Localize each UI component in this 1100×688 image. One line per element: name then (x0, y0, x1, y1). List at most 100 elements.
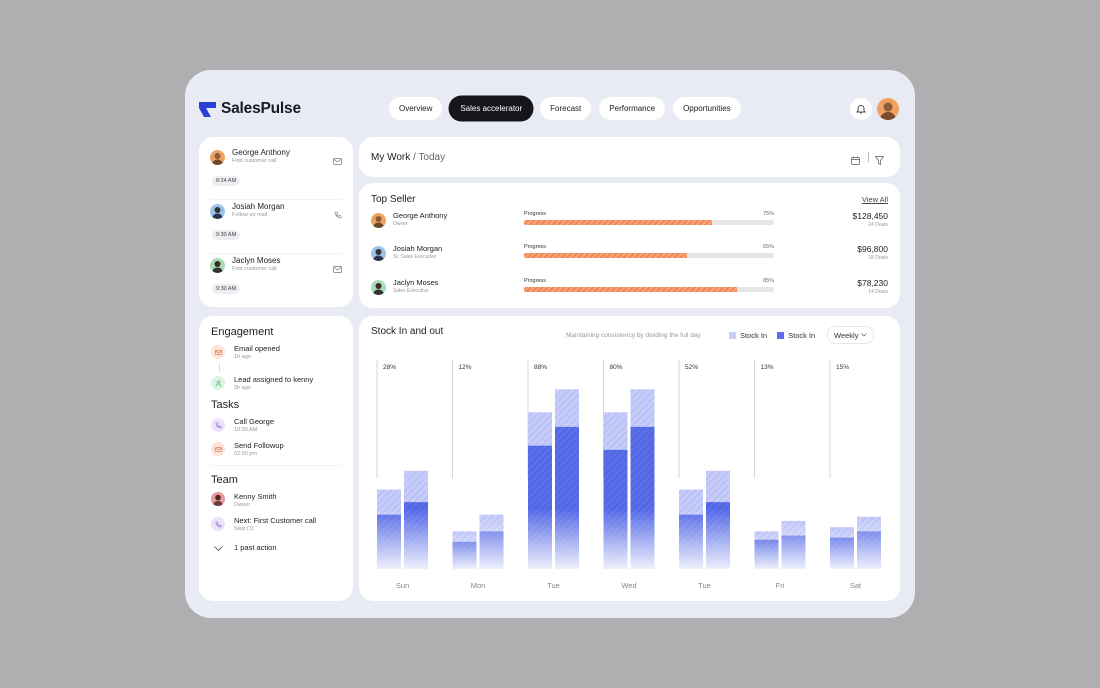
bar-fade (377, 509, 401, 569)
seller-name: Jaclyn Moses (393, 278, 439, 287)
progress-bar (524, 287, 774, 292)
calendar-icon[interactable] (851, 152, 860, 170)
breadcrumb-separator: / (410, 152, 419, 163)
mail-icon[interactable] (333, 152, 342, 170)
past-actions-toggle[interactable]: 1 past action (211, 540, 341, 555)
seller-deals: 18 Deals (868, 255, 888, 261)
progress-percent: 85% (763, 278, 775, 284)
phone-icon[interactable] (334, 206, 342, 224)
team-member[interactable]: Kenny Smith Owner (211, 492, 341, 508)
progress-label: Progress (524, 244, 547, 250)
activity-card: Engagement Email opened 1h ago Lead assig… (199, 316, 353, 601)
chevron-down-icon (211, 541, 225, 555)
bar-fade (679, 509, 703, 569)
user-avatar[interactable] (877, 98, 899, 120)
seller-role: Sr. Sales Executive (393, 254, 437, 260)
contact-name: Jaclyn Moses (232, 256, 281, 265)
contact-subtitle: First customer call (232, 158, 277, 164)
seller-amount: $96,800 (857, 244, 888, 254)
table-row[interactable]: Josiah Morgan Sr. Sales Executive Progre… (371, 244, 888, 272)
recent-calls-card: George Anthony First customer call 8:24 … (199, 137, 353, 307)
percent-label: 28% (383, 364, 396, 371)
stock-caption: Maintaining consistency by dividing the … (566, 332, 701, 339)
engagement-time: 3h ago (234, 385, 251, 391)
person-icon (880, 102, 896, 120)
tab-performance[interactable]: Performance (599, 97, 666, 120)
list-item[interactable]: Josiah Morgan Follow up mail 9:30 AM (210, 200, 342, 254)
list-item[interactable]: Call George 10:30 AM (211, 417, 341, 433)
table-row[interactable]: George Anthony Owner Progress 75% $128,4… (371, 211, 888, 239)
contact-name: Josiah Morgan (232, 202, 285, 211)
progress-bar (524, 220, 774, 225)
bar-fade (555, 509, 579, 569)
past-actions-label: 1 past action (234, 543, 277, 552)
chevron-down-icon (861, 333, 868, 337)
legend-label: Stock In (788, 331, 816, 340)
list-item[interactable]: George Anthony First customer call 8:24 … (210, 146, 342, 200)
seller-role: Sales Executive (393, 288, 429, 294)
tasks-title: Tasks (211, 399, 240, 411)
time-badge: 9:30 AM (212, 230, 241, 240)
seller-name: Josiah Morgan (393, 244, 443, 253)
engagement-time: 1h ago (234, 354, 251, 360)
bar-fade (479, 514, 504, 569)
phone-icon (211, 418, 225, 432)
x-tick-label: Fri (776, 581, 785, 590)
avatar (210, 150, 225, 165)
next-action-step: Step (1) (234, 526, 254, 532)
bar-fade (603, 509, 628, 569)
progress-fill (524, 253, 687, 258)
mail-icon (211, 442, 225, 456)
timeline-connector (219, 363, 220, 372)
seller-amount: $128,450 (852, 211, 888, 221)
avatar (371, 280, 386, 295)
mail-icon[interactable] (333, 260, 342, 278)
filter-icon[interactable] (874, 152, 885, 170)
time-badge: 9:30 AM (212, 284, 241, 294)
progress-percent: 75% (763, 211, 775, 217)
x-tick-label: Sun (396, 581, 409, 590)
view-all-link[interactable]: View All (861, 195, 888, 204)
tab-opportunities[interactable]: Opportunities (673, 97, 741, 120)
list-item[interactable]: Jaclyn Moses First customer call 9:30 AM (210, 254, 342, 308)
brand-logo[interactable]: SalesPulse (199, 100, 301, 118)
bar-fade (781, 520, 806, 569)
x-tick-label: Mon (471, 581, 486, 590)
contact-subtitle: Follow up mail (232, 212, 268, 218)
table-row[interactable]: Jaclyn Moses Sales Executive Progress 85… (371, 278, 888, 306)
seller-name: George Anthony (393, 211, 448, 220)
task-label: Call George (234, 417, 275, 426)
bar-fade (706, 509, 730, 569)
bell-icon (856, 105, 866, 114)
progress-bar (524, 253, 774, 258)
app-window: SalesPulse Overview Sales accelerator Fo… (185, 70, 915, 618)
breadcrumb-today[interactable]: Today (418, 152, 446, 163)
list-item[interactable]: Lead assigned to kenny 3h ago (211, 375, 341, 391)
list-item[interactable]: Email opened 1h ago (211, 344, 341, 360)
notifications-button[interactable] (850, 98, 872, 120)
my-work-bar: My Work / Today (359, 137, 900, 177)
bar-fade (754, 531, 779, 569)
progress-label: Progress (524, 278, 547, 284)
mail-icon (211, 345, 225, 359)
contact-subtitle: First customer call (232, 266, 277, 272)
legend-swatch-dark (777, 332, 785, 339)
percent-label: 52% (685, 364, 698, 371)
tab-overview[interactable]: Overview (389, 97, 443, 120)
task-label: Send Followup (234, 441, 284, 450)
task-time: 02:00 pm (234, 451, 257, 457)
avatar (371, 246, 386, 261)
next-action[interactable]: Next: First Customer call Step (1) (211, 516, 341, 532)
tab-sales-accelerator[interactable]: Sales accelerator (449, 96, 534, 121)
bar-fade (630, 509, 655, 569)
tab-forecast[interactable]: Forecast (540, 97, 592, 120)
bar-fade (404, 509, 428, 569)
period-select-value: Weekly (834, 330, 859, 340)
avatar (210, 258, 225, 273)
member-role: Owner (234, 502, 251, 508)
stock-chart-card: 28% Sun 12% Mon 88% Tue 80% Wed 52% Tue 13% Fri 15% S… (359, 316, 900, 601)
period-select[interactable]: Weekly (827, 326, 875, 344)
percent-label: 80% (610, 364, 623, 371)
divider (868, 152, 869, 162)
list-item[interactable]: Send Followup 02:00 pm (211, 441, 341, 457)
